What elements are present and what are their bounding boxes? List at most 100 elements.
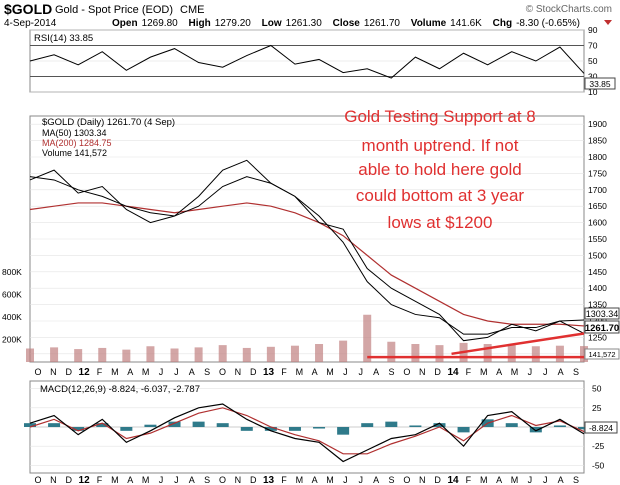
volume-bar [411, 344, 420, 362]
x-tick-label: N [50, 367, 57, 377]
x-tick-label: M [296, 475, 304, 485]
volume-bar [50, 347, 59, 362]
x-tick-label: O [34, 367, 41, 377]
x-tick-label: S [573, 475, 579, 485]
macd-histogram-bar [216, 423, 229, 427]
macd-histogram-bar [361, 423, 374, 427]
ma50-last-label: 1303.34 [586, 309, 619, 319]
macd-last-label: -8.824 [589, 423, 613, 433]
price-tick-label: 1800 [588, 152, 607, 162]
x-tick-label: A [373, 475, 379, 485]
x-tick-label: M [326, 475, 334, 485]
x-tick-label: M [296, 367, 304, 377]
volume-bar [290, 345, 299, 362]
macd-legend: MACD(12,26,9) -8.824, -6.037, -2.787 [40, 384, 200, 395]
x-tick-label: S [204, 367, 210, 377]
x-tick-label: O [219, 475, 226, 485]
price-tick-label: 1750 [588, 168, 607, 178]
rsi-series-line [29, 44, 585, 79]
macd-histogram-bar [553, 425, 566, 427]
price-tick-label: 1550 [588, 234, 607, 244]
price-tick-label: 1700 [588, 185, 607, 195]
x-axis-bottom: O N D 12 F M A M J J A S O N D 13 F M A M J J A S O N D 14 F M A M J J A S [34, 475, 579, 485]
x-tick-label: S [389, 475, 395, 485]
x-tick-label: S [389, 367, 395, 377]
x-tick-label: F [466, 367, 472, 377]
macd-histogram-bar [264, 427, 277, 431]
x-tick-label: 13 [263, 475, 275, 485]
price-tick-label: 1600 [588, 218, 607, 228]
price-tick-label: 1500 [588, 250, 607, 260]
macd-histogram-bar [385, 421, 398, 427]
volume-bar [122, 349, 131, 362]
x-tick-label: J [543, 475, 548, 485]
x-tick-label: D [434, 475, 441, 485]
high-value: 1279.20 [215, 18, 252, 29]
x-tick-label: A [189, 475, 195, 485]
volume-bar [170, 348, 179, 362]
volume-last-label-box [584, 348, 620, 360]
x-tick-label: J [343, 367, 348, 377]
macd-tick-label: -25 [592, 441, 605, 451]
rsi-tick-label: 90 [588, 25, 598, 35]
price-tick-label: 1350 [588, 300, 607, 310]
macd-histogram-bar [313, 427, 326, 429]
x-tick-label: J [343, 475, 348, 485]
x-tick-label: M [142, 367, 150, 377]
macd-histogram-bar [337, 427, 350, 435]
volume-bar [339, 340, 348, 362]
volume-bar [218, 345, 227, 362]
macd-signal-line [29, 407, 585, 455]
volume-bar [531, 346, 540, 362]
x-tick-label: J [359, 475, 364, 485]
x-tick-label: N [235, 475, 242, 485]
x-tick-label: 12 [79, 367, 91, 378]
x-tick-label: O [219, 367, 226, 377]
x-tick-label: 14 [447, 367, 459, 378]
volume-bar [98, 347, 107, 362]
x-tick-label: F [466, 475, 472, 485]
macd-last-label-box [584, 421, 618, 434]
annotation-line-5: lows at $1200 [388, 213, 493, 232]
ma50-last-label-box [584, 307, 620, 320]
macd-histogram-bar [240, 427, 253, 431]
volume-bar [483, 344, 492, 362]
x-tick-label: 14 [447, 475, 459, 485]
chg-value: -8.30 (-0.65%) [516, 18, 580, 29]
x-tick-label: A [496, 475, 502, 485]
annotation-line-3: able to hold here gold [358, 160, 522, 179]
high-label: High [189, 18, 211, 29]
rsi-y-axis: 90 70 50 30 10 [588, 25, 598, 97]
x-tick-label: M [511, 367, 519, 377]
x-tick-label: M [480, 475, 488, 485]
ma200-legend: MA(200) 1284.75 [42, 138, 112, 148]
macd-histogram-bar [96, 423, 109, 427]
price-gridlines [30, 123, 584, 355]
macd-tick-label: -50 [592, 460, 605, 470]
ohlc-readout: Open 1269.80 High 1279.20 Low 1261.30 Close… [112, 18, 580, 29]
x-tick-label: D [250, 475, 257, 485]
volume-tick-label: 800K [2, 267, 22, 277]
price-legend-title: $GOLD (Daily) 1261.70 (4 Sep) [42, 117, 175, 128]
trend-line [451, 332, 585, 356]
x-tick-label: N [419, 367, 426, 377]
x-tick-label: J [174, 367, 179, 377]
x-tick-label: J [174, 475, 179, 485]
x-tick-label: F [281, 367, 287, 377]
rsi-tick-label: 10 [588, 87, 598, 97]
price-series-line [29, 159, 585, 342]
macd-histogram-bar [120, 427, 133, 431]
x-tick-label: M [142, 475, 150, 485]
rsi-gridlines [30, 29, 584, 93]
x-tick-label: F [97, 475, 103, 485]
x-tick-label: A [312, 475, 318, 485]
macd-histogram-bar [192, 421, 205, 427]
x-tick-label: M [111, 367, 119, 377]
macd-histogram-bar [168, 421, 181, 427]
macd-histogram-bar [529, 427, 542, 433]
x-tick-label: F [97, 367, 103, 377]
volume-tick-label: 400K [2, 312, 22, 322]
x-tick-label: A [558, 475, 564, 485]
source-label[interactable]: © StockCharts.com [526, 4, 612, 15]
